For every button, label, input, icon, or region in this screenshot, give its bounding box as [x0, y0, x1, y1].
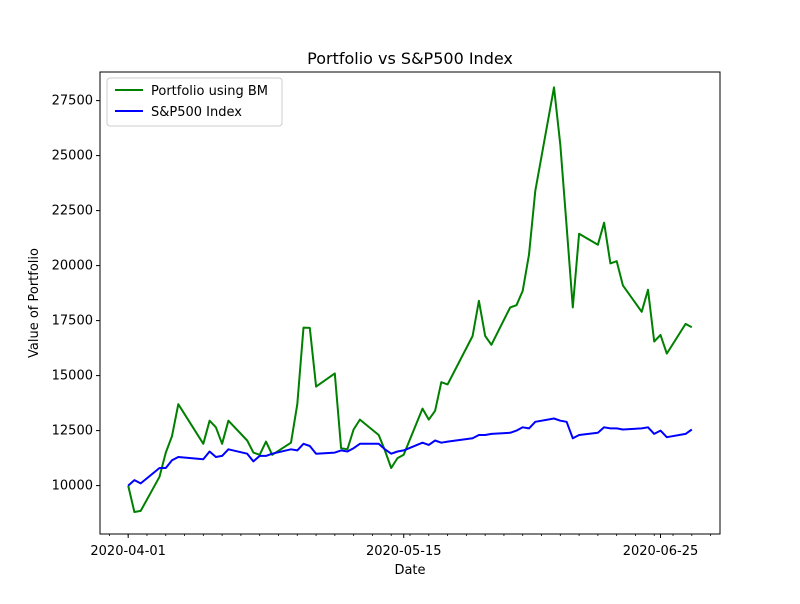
y-tick-label: 22500 [52, 204, 93, 219]
series-layer [127, 86, 693, 513]
y-tick-label: 12500 [52, 424, 93, 439]
x-axis: 2020-04-01 2020-05-15 2020-06-25 [90, 534, 712, 559]
series-line-portfolio [127, 86, 693, 513]
y-tick-label: 17500 [52, 314, 93, 329]
y-tick-label: 10000 [52, 479, 93, 494]
plot-area: 10000 12500 15000 17500 20000 22500 25000 27500… [52, 71, 721, 559]
y-tick-label: 15000 [52, 369, 93, 384]
x-axis-label: Date [394, 563, 425, 578]
x-tick-label: 2020-04-01 [90, 544, 166, 559]
legend-label-sp500: S&P500 Index [151, 105, 242, 120]
legend: Portfolio using BM S&P500 Index [106, 77, 283, 127]
legend-box [106, 77, 283, 127]
x-tick-label: 2020-05-15 [366, 544, 442, 559]
legend-label-portfolio: Portfolio using BM [151, 84, 268, 99]
y-axis-label: Value of Portfolio [27, 248, 42, 358]
chart-title: Portfolio vs S&P500 Index [307, 49, 513, 68]
y-tick-label: 27500 [52, 94, 93, 109]
y-tick-label: 20000 [52, 259, 93, 274]
x-tick-label: 2020-06-25 [623, 544, 699, 559]
y-axis: 10000 12500 15000 17500 20000 22500 25000 27500 [52, 94, 100, 494]
series-line-sp500 [127, 417, 693, 487]
y-tick-label: 25000 [52, 149, 93, 164]
